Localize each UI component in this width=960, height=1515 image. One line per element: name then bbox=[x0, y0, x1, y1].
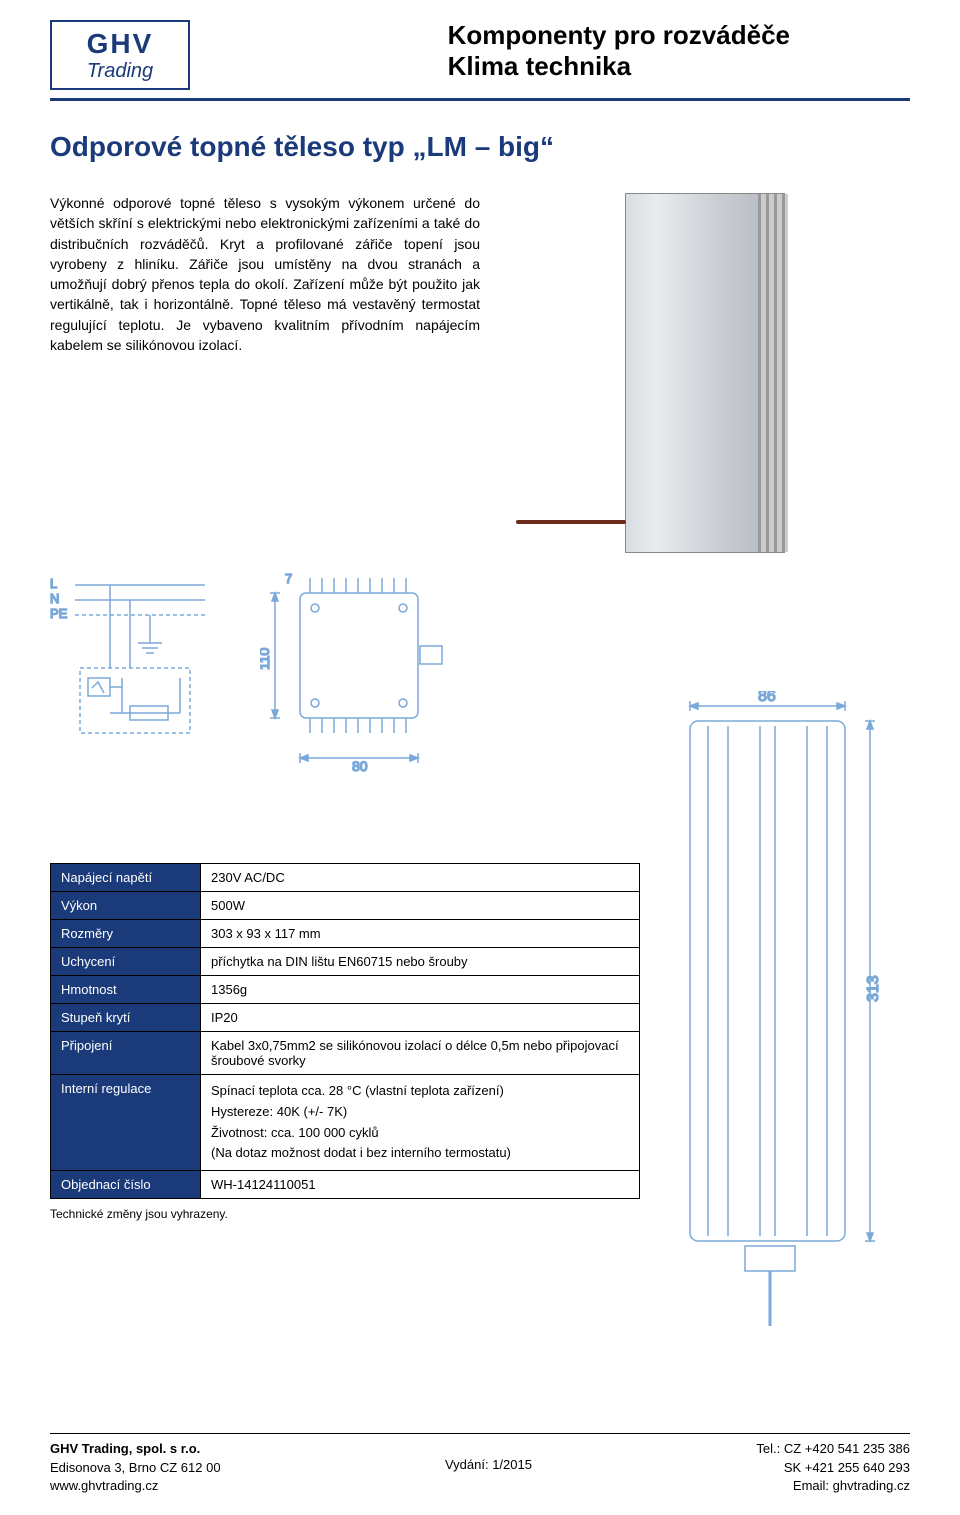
width-86: 86 bbox=[758, 691, 776, 705]
table-row: PřipojeníKabel 3x0,75mm2 se silikónovou … bbox=[51, 1032, 640, 1075]
wiring-diagram: L N PE bbox=[50, 573, 210, 743]
header-titles: Komponenty pro rozváděče Klima technika bbox=[448, 20, 910, 82]
logo-text-bottom: Trading bbox=[87, 60, 153, 83]
height-110: 110 bbox=[260, 647, 272, 670]
label-N: N bbox=[50, 591, 59, 606]
footer-tel-sk: SK +421 255 640 293 bbox=[756, 1459, 910, 1477]
spec-table: Napájecí napětí230V AC/DC Výkon500W Rozm… bbox=[50, 863, 640, 1199]
table-row: Uchycenípříchytka na DIN lištu EN60715 n… bbox=[51, 948, 640, 976]
intro-paragraph: Výkonné odporové topné těleso s vysokým … bbox=[50, 193, 480, 553]
logo: GHV Trading bbox=[50, 20, 190, 90]
label-L: L bbox=[50, 576, 57, 591]
spec-val: 230V AC/DC bbox=[201, 864, 640, 892]
footer-right: Tel.: CZ +420 541 235 386 SK +421 255 64… bbox=[756, 1440, 910, 1495]
table-row: Objednací čísloWH-14124110051 bbox=[51, 1171, 640, 1199]
top-view-diagram: 80 110 7 bbox=[260, 573, 460, 773]
spec-val: příchytka na DIN lištu EN60715 nebo šrou… bbox=[201, 948, 640, 976]
spec-val: IP20 bbox=[201, 1004, 640, 1032]
offset-7: 7 bbox=[285, 573, 292, 586]
spec-val: Kabel 3x0,75mm2 se silikónovou izolací o… bbox=[201, 1032, 640, 1075]
header-title-2: Klima technika bbox=[448, 51, 790, 82]
footer-left: GHV Trading, spol. s r.o. Edisonova 3, B… bbox=[50, 1440, 221, 1495]
product-cable bbox=[516, 520, 626, 524]
page-header: GHV Trading Komponenty pro rozváděče Kli… bbox=[50, 20, 910, 90]
spec-val: 1356g bbox=[201, 976, 640, 1004]
spec-key: Výkon bbox=[51, 892, 201, 920]
logo-text-top: GHV bbox=[87, 28, 154, 60]
reg-line: Spínací teplota cca. 28 °C (vlastní tepl… bbox=[211, 1081, 629, 1102]
side-view-diagram: 86 313 bbox=[660, 691, 890, 1331]
footer-web: www.ghvtrading.cz bbox=[50, 1477, 221, 1495]
reg-line: Životnost: cca. 100 000 cyklů bbox=[211, 1123, 629, 1144]
width-80: 80 bbox=[352, 758, 368, 773]
table-row: Stupeň krytíIP20 bbox=[51, 1004, 640, 1032]
spec-val: Spínací teplota cca. 28 °C (vlastní tepl… bbox=[201, 1075, 640, 1171]
reg-line: (Na dotaz možnost dodat i bez interního … bbox=[211, 1143, 629, 1164]
table-row: Rozměry303 x 93 x 117 mm bbox=[51, 920, 640, 948]
spec-key: Stupeň krytí bbox=[51, 1004, 201, 1032]
spec-key: Napájecí napětí bbox=[51, 864, 201, 892]
spec-val: 303 x 93 x 117 mm bbox=[201, 920, 640, 948]
spec-val: 500W bbox=[201, 892, 640, 920]
footer-edition: Vydání: 1/2015 bbox=[445, 1456, 532, 1474]
spec-key: Interní regulace bbox=[51, 1075, 201, 1171]
table-row: Výkon500W bbox=[51, 892, 640, 920]
footer-mid: Vydání: 1/2015 bbox=[445, 1440, 532, 1495]
spec-val: WH-14124110051 bbox=[201, 1171, 640, 1199]
table-row: Napájecí napětí230V AC/DC bbox=[51, 864, 640, 892]
spec-key: Rozměry bbox=[51, 920, 201, 948]
label-PE: PE bbox=[50, 606, 68, 621]
footer-tel-cz: Tel.: CZ +420 541 235 386 bbox=[756, 1440, 910, 1458]
table-row: Interní regulace Spínací teplota cca. 28… bbox=[51, 1075, 640, 1171]
footnote: Technické změny jsou vyhrazeny. bbox=[50, 1207, 640, 1221]
page-title: Odporové topné těleso typ „LM – big“ bbox=[50, 131, 910, 163]
page-footer: GHV Trading, spol. s r.o. Edisonova 3, B… bbox=[50, 1433, 910, 1495]
footer-divider bbox=[50, 1433, 910, 1434]
reg-line: Hystereze: 40K (+/- 7K) bbox=[211, 1102, 629, 1123]
header-title-1: Komponenty pro rozváděče bbox=[448, 20, 790, 51]
top-divider bbox=[50, 98, 910, 101]
height-313: 313 bbox=[865, 975, 882, 1002]
spec-key: Hmotnost bbox=[51, 976, 201, 1004]
spec-key: Objednací číslo bbox=[51, 1171, 201, 1199]
spec-key: Uchycení bbox=[51, 948, 201, 976]
spec-key: Připojení bbox=[51, 1032, 201, 1075]
footer-company: GHV Trading, spol. s r.o. bbox=[50, 1440, 221, 1458]
footer-email: Email: ghvtrading.cz bbox=[756, 1477, 910, 1495]
product-photo bbox=[500, 193, 910, 553]
table-row: Hmotnost1356g bbox=[51, 976, 640, 1004]
product-body bbox=[625, 193, 785, 553]
footer-address: Edisonova 3, Brno CZ 612 00 bbox=[50, 1459, 221, 1477]
